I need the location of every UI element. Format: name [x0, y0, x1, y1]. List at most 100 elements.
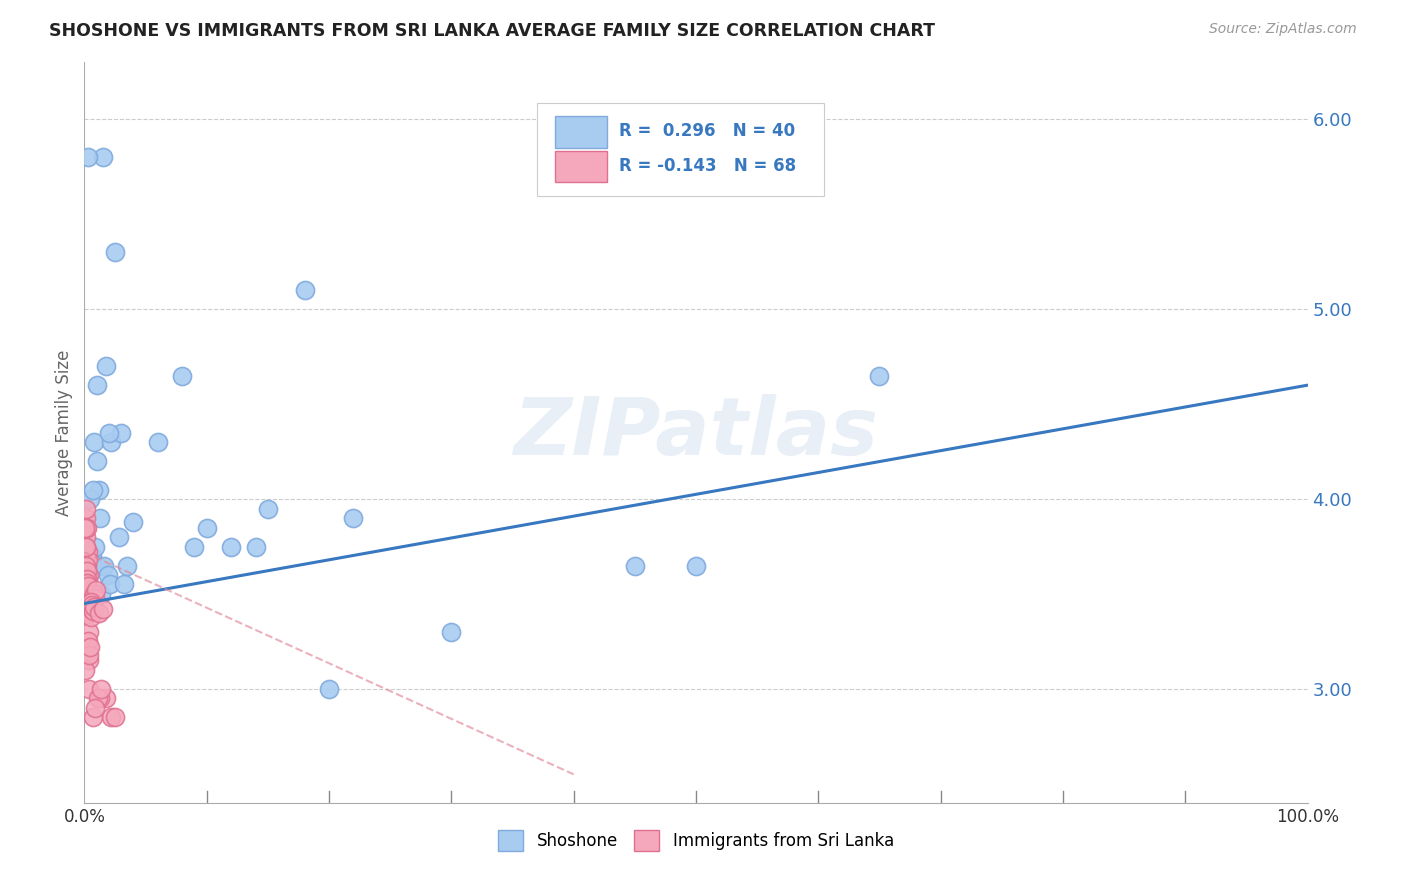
Point [76, 575, 98, 590]
Point [685, 558, 707, 573]
Point [75, 501, 97, 516]
Point [318, 681, 340, 696]
Point [75, 511, 97, 525]
Point [79, 602, 101, 616]
Text: SHOSHONE VS IMMIGRANTS FROM SRI LANKA AVERAGE FAMILY SIZE CORRELATION CHART: SHOSHONE VS IMMIGRANTS FROM SRI LANKA AV… [49, 22, 935, 40]
Point [75, 594, 97, 608]
Point [79, 599, 101, 613]
Point [257, 501, 280, 516]
Point [75, 540, 97, 554]
Text: Source: ZipAtlas.com: Source: ZipAtlas.com [1209, 22, 1357, 37]
Point [624, 558, 647, 573]
Point [112, 577, 135, 591]
Point [82, 710, 104, 724]
FancyBboxPatch shape [555, 152, 606, 182]
FancyBboxPatch shape [537, 103, 824, 195]
Point [77, 150, 100, 164]
Point [75, 587, 97, 601]
Point [107, 530, 129, 544]
Point [77, 591, 100, 605]
Point [183, 540, 205, 554]
Point [77, 624, 100, 639]
Point [440, 624, 463, 639]
Y-axis label: Average Family Size: Average Family Size [55, 350, 73, 516]
Point [80, 599, 103, 613]
Legend: Shoshone, Immigrants from Sri Lanka: Shoshone, Immigrants from Sri Lanka [491, 823, 901, 857]
Point [76, 564, 98, 578]
Point [75, 583, 97, 598]
Point [97, 425, 120, 440]
Point [76, 549, 98, 563]
Point [82, 604, 104, 618]
Point [342, 511, 364, 525]
Point [77, 549, 100, 563]
Point [76, 520, 98, 534]
Point [83, 600, 105, 615]
Point [76, 564, 98, 578]
Point [195, 520, 218, 534]
Point [83, 591, 105, 605]
FancyBboxPatch shape [555, 117, 606, 147]
Point [77, 648, 100, 662]
Point [76, 572, 98, 586]
Point [77, 653, 100, 667]
Point [76, 634, 98, 648]
Point [75, 663, 97, 677]
Point [77, 587, 100, 601]
Point [79, 681, 101, 696]
Point [83, 587, 105, 601]
Point [89, 691, 111, 706]
Point [79, 606, 101, 620]
Point [75, 540, 97, 554]
Point [80, 594, 103, 608]
Point [76, 602, 98, 616]
Point [77, 568, 100, 582]
Point [76, 572, 98, 586]
Point [75, 577, 97, 591]
Point [77, 545, 100, 559]
Point [77, 583, 100, 598]
Point [86, 454, 108, 468]
Point [96, 359, 118, 374]
Point [146, 435, 169, 450]
Point [97, 568, 120, 582]
Point [245, 540, 267, 554]
Point [90, 681, 112, 696]
Point [79, 640, 101, 654]
Point [93, 558, 115, 573]
Point [294, 283, 316, 297]
Point [84, 583, 107, 598]
Point [90, 587, 112, 601]
Point [83, 435, 105, 450]
Point [87, 483, 110, 497]
Point [87, 606, 110, 620]
Point [76, 591, 98, 605]
Point [84, 701, 107, 715]
Point [172, 368, 194, 383]
Point [75, 520, 97, 534]
Point [96, 691, 118, 706]
Point [79, 491, 101, 506]
Point [76, 587, 98, 601]
Point [76, 549, 98, 563]
Point [75, 540, 97, 554]
Point [80, 609, 103, 624]
Point [115, 558, 138, 573]
Point [80, 549, 103, 563]
Point [77, 553, 100, 567]
Point [122, 515, 145, 529]
Point [100, 435, 122, 450]
Point [91, 150, 114, 164]
Point [869, 368, 891, 383]
Point [82, 602, 104, 616]
Text: ZIPatlas: ZIPatlas [513, 393, 879, 472]
Point [110, 425, 132, 440]
Point [77, 579, 100, 593]
Point [76, 558, 98, 573]
Point [84, 540, 107, 554]
Point [87, 691, 110, 706]
Point [73, 577, 96, 591]
Point [77, 599, 100, 613]
Text: R = -0.143   N = 68: R = -0.143 N = 68 [619, 157, 796, 175]
Point [100, 710, 122, 724]
